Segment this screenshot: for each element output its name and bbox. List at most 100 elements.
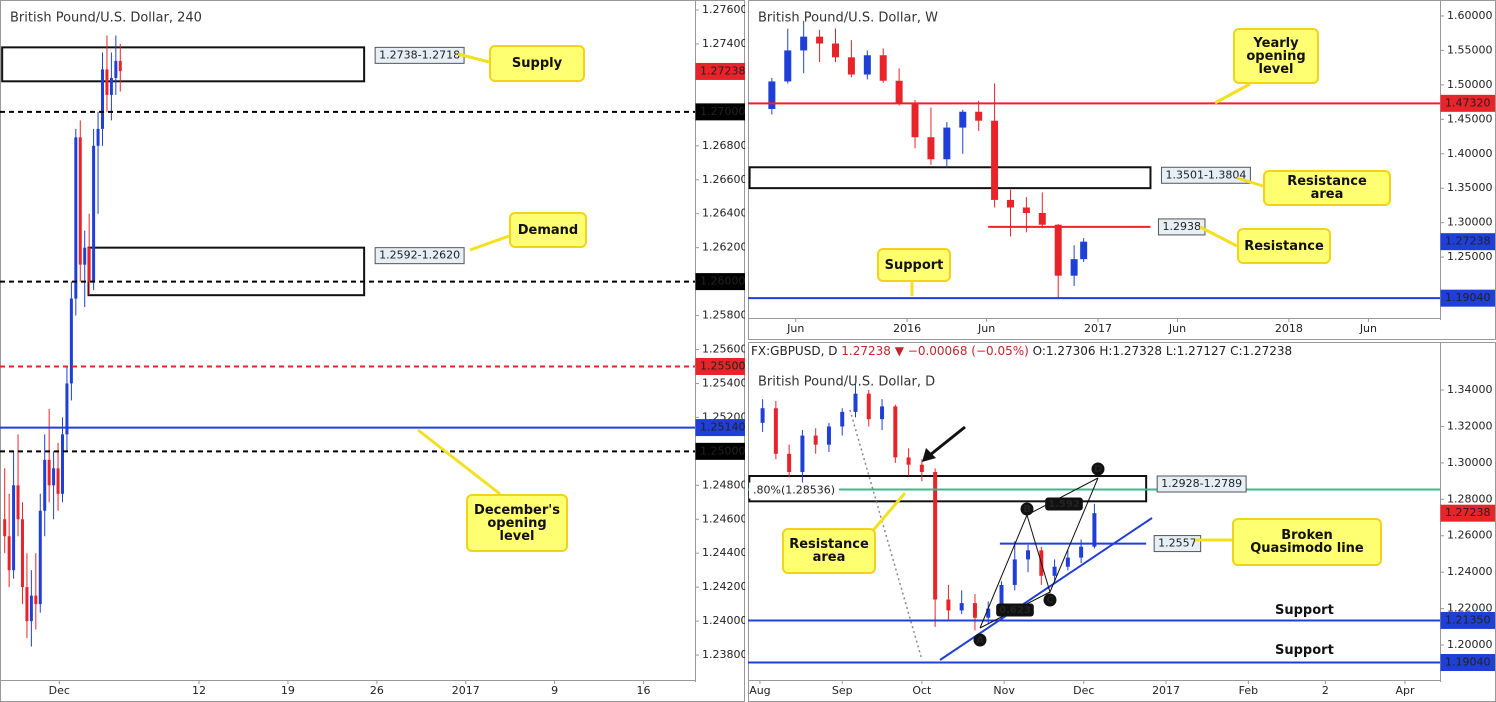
label-box [695,419,745,437]
candle-body [1092,513,1097,547]
candle-body [12,485,16,571]
level-label: 1.2938 [1162,220,1201,233]
candle-body [946,599,951,611]
candle-body [800,435,805,472]
chart-240: British Pound/U.S. Dollar, 240 1.27600 1.… [0,0,745,702]
candle-body [38,510,42,605]
label-box [1156,475,1247,493]
y-tick-label: 1.25600 [702,343,745,356]
y-tick-label: 1.34000 [1447,383,1493,396]
candle-body [60,434,64,494]
x-tick-label: 2017 [452,684,480,697]
candle-body [105,69,109,95]
ohlc-open: O:1.27306 [1033,344,1096,358]
label-box [1153,535,1202,553]
y-tick-label: 1.24200 [702,580,745,593]
label-box [695,62,745,80]
x-tick-label: Dec [1073,684,1094,697]
chart-title: British Pound/U.S. Dollar, 240 [10,11,202,26]
y-tick-label: 1.32000 [1447,419,1493,432]
candle-body [109,77,113,95]
candle-body [800,36,808,51]
label-box [695,103,745,121]
y-tick-label: 1.23800 [702,648,745,661]
level-label: 1.19040 [1445,656,1491,669]
y-tick-label: 1.26800 [702,139,745,152]
y-tick-label: 1.25400 [702,376,745,389]
x-tick-label: Jun [786,322,804,335]
annotation: December's opening level [466,494,568,552]
candle-body [100,69,104,129]
label-box [1440,611,1495,629]
candle-body [1054,224,1062,276]
annotation: Supply [489,45,585,82]
candle-body [773,408,778,454]
y-tick-label: 1.22000 [1447,602,1493,615]
candle-body [78,137,82,265]
candle-body [893,406,898,458]
candle-body [880,406,885,420]
label-box [374,247,465,265]
ohlc-low: L:1.27127 [1166,344,1226,358]
y-tick-label: 1.26200 [702,241,745,254]
chart-daily: FX:GBPUSD, D 1.27238 ▼ −0.00068 (−0.05%)… [748,342,1496,702]
candle-body [895,80,903,103]
candle-body [16,485,20,520]
candle-body [118,60,122,72]
label-box [1440,654,1495,672]
candle-body [1065,557,1070,567]
candle-body [813,435,818,445]
level-label: 1.21350 [1445,613,1491,626]
y-tick-label: 1.25000 [1447,250,1493,263]
y-tick-label: 1.24000 [1447,565,1493,578]
level-label: 1.25500 [700,359,745,372]
y-tick-label: 1.24600 [702,512,745,525]
symbol-header: FX:GBPUSD, D 1.27238 ▼ −0.00068 (−0.05%)… [751,344,1292,358]
annotation: Support [1275,603,1334,618]
candle-body [92,145,96,282]
candle-body [816,36,824,44]
candle-body [959,603,964,611]
candle-body [29,595,33,622]
annotation: Resistance area [782,528,876,574]
y-tick-label: 1.24000 [702,614,745,627]
level-label: 1.27000 [700,105,745,118]
y-tick-label: 1.26600 [702,173,745,186]
level-label: 1.25000 [700,444,745,457]
candle-body [906,457,911,465]
panel-frame [0,0,745,702]
level-label: 1.2592-1.2620 [379,249,460,262]
x-tick-label: 2017 [1084,322,1112,335]
level-label: 1.26000 [700,275,745,288]
candle-body [826,426,831,445]
ohlc-high: H:1.27328 [1099,344,1162,358]
candle-body [972,603,977,618]
candle-body [933,471,938,600]
y-tick-label: 1.40000 [1447,147,1493,160]
candle-body [1012,559,1017,585]
x-tick-label: Oct [912,684,932,697]
candle-body [69,298,73,384]
candle-body [831,43,839,58]
zone [87,246,366,297]
x-tick-label: 26 [370,684,384,697]
x-tick-label: 19 [281,684,295,697]
y-tick-label: 1.25800 [702,309,745,322]
candle-body [52,468,56,486]
chart-title: British Pound/U.S. Dollar, D [758,375,935,390]
candle-body [853,393,858,412]
x-tick-label: Jun [1359,322,1377,335]
candle-body [3,519,7,537]
candle-body [943,127,951,160]
level-label: 1.2738-1.2718 [379,48,460,61]
candle-body [1006,199,1014,208]
level-label: 1.3501-1.3804 [1165,168,1246,181]
candle-body [784,50,792,82]
y-tick-label: 1.30000 [1447,216,1493,229]
candle-body [991,120,999,200]
label-box [695,273,745,291]
x-tick-label: Jun [977,322,995,335]
y-tick-label: 1.55000 [1447,43,1493,56]
candle-body [847,57,855,75]
candle-body [760,408,765,423]
